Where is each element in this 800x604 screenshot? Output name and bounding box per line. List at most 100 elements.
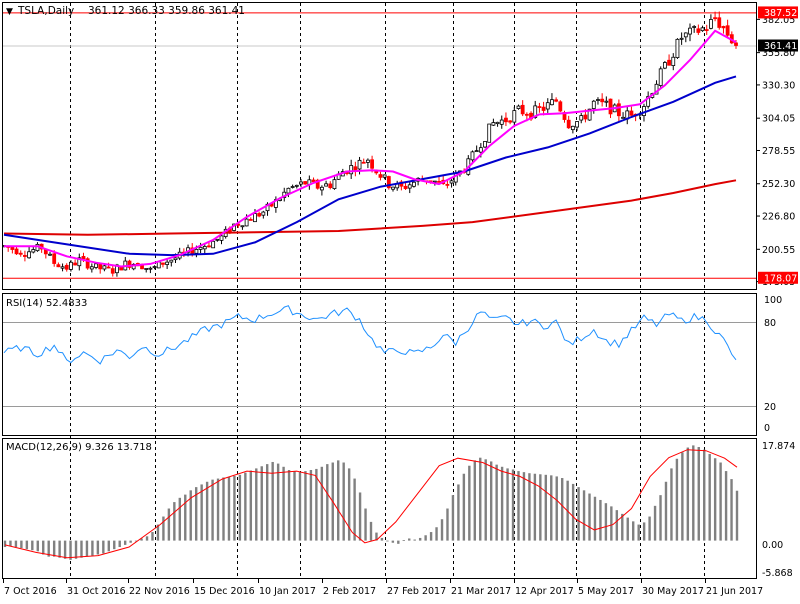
price-panel-frame [2,2,757,290]
date-tick-label: 21 Mar 2017 [451,586,511,597]
candle-down [18,252,23,255]
candle-up [683,32,688,38]
candle-up [148,267,153,270]
macd-bar [52,540,56,557]
macd-bar [47,540,50,557]
macd-bar [484,459,487,541]
candle-up [671,56,676,66]
candle-down [541,106,546,111]
macd-bar [626,517,629,541]
macd-bar [528,473,531,541]
candle-down [696,28,701,33]
macd-bar [178,497,182,541]
candle-down [537,106,542,108]
candle-down [386,176,391,189]
date-tick-label: 15 Dec 2016 [194,586,255,597]
macd-bar [550,475,553,541]
macd-bar [440,519,444,541]
macd-bar [287,470,291,541]
rsi-axis: 100 80 20 0 [760,295,782,434]
macd-bar [42,540,45,555]
candle-down [14,248,19,255]
candle-down [704,29,709,31]
macd-bar [282,466,285,541]
dropdown-triangle-icon[interactable]: ▼ [6,7,13,17]
last-price-marker: 361.41 [758,39,798,52]
macd-bar [462,473,466,541]
date-tick-label: 5 May 2017 [578,586,634,597]
macd-bar [260,466,263,541]
candle-up [366,159,370,163]
candle-up [202,246,207,250]
macd-bar [63,540,67,559]
macd-bar [659,495,662,541]
candle-down [583,114,588,120]
candle-down [315,179,320,189]
candle-up [244,218,249,227]
candle-up [700,27,705,32]
candle-up [27,251,31,259]
candle-up [491,122,496,126]
candle-down [353,166,358,171]
macd-bar [184,494,187,541]
macd-bar [91,540,94,556]
candle-down [207,245,211,248]
macd-bar [353,478,356,541]
price-tick-label: 252.30 [762,179,795,190]
date-tick-label: 2 Feb 2017 [323,586,376,597]
candle-down [10,246,15,250]
macd-bar [3,540,7,548]
macd-bar [506,468,509,541]
macd-bar [238,474,242,541]
macd-bar [320,466,324,541]
macd-bar [686,447,690,541]
date-tick-label: 27 Feb 2017 [387,586,446,597]
candle-up [349,165,354,175]
candle-up [579,115,584,121]
macd-bar [173,502,176,541]
macd-bar [74,540,78,559]
candle-down [52,253,57,264]
macd-bar [473,460,476,541]
high-price-marker: 387.52 [758,6,798,19]
candle-down [725,25,730,36]
candle-up [169,259,174,263]
price-tick-label: 304.05 [762,114,795,125]
candle-up [621,116,625,119]
macd-bar [429,532,433,541]
macd-bar [96,540,100,555]
candle-down [437,180,441,183]
ma-mid-line [3,75,737,257]
rsi-panel-frame [2,293,757,436]
macd-bar [735,490,739,541]
candle-up [487,123,492,143]
macd-label: MACD(12,26,9) 9.326 13.718 [6,442,152,453]
candle-up [173,257,178,261]
macd-bar [315,468,318,541]
price-tick-label: 382.05 [762,15,795,26]
macd-bar [20,540,23,549]
macd-bar [637,524,640,541]
macd-bar [681,452,684,541]
macd-tick-max: 17.874 [762,441,795,452]
macd-bar [413,539,416,541]
candle-up [240,225,245,228]
price-tick-label: 278.55 [762,146,795,157]
macd-bar [118,540,121,548]
candle-down [311,179,316,183]
candle-down [161,262,165,265]
candle-down [403,185,408,189]
price-tick-label: 200.55 [762,245,795,256]
macd-bar [129,540,132,543]
candle-down [445,183,450,186]
macd-bar [479,457,482,541]
macd-bar [391,540,395,543]
price-marker-lines [3,12,756,279]
candle-up [604,100,609,103]
candle-up [478,147,483,153]
macd-bar [36,540,39,552]
candle-down [110,268,115,274]
rsi-tick-80-bg [760,317,776,328]
price-tick-label: 330.30 [762,80,795,91]
